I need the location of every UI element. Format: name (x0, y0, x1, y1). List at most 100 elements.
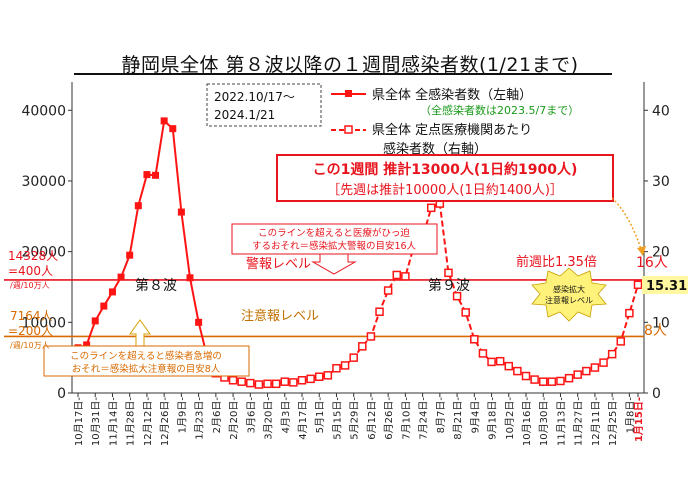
right-tick-label: 30 (652, 174, 670, 190)
series-sentinel-point (538, 377, 548, 386)
right-tick-label: 40 (652, 103, 670, 119)
right-tick-label: 0 (652, 386, 661, 402)
x-tick-label: 4月3日- (280, 397, 292, 434)
x-tick-label: 6月12日- (366, 397, 378, 440)
x-tick-label: 5月29日- (349, 397, 361, 440)
series-sentinel-point (444, 268, 453, 278)
series-sentinel-point (582, 366, 591, 376)
legend-s1-marker (345, 90, 352, 97)
series-sentinel-point (478, 349, 488, 358)
summary-box (276, 154, 614, 202)
series-total-point (152, 171, 160, 179)
series-sentinel-point (314, 372, 324, 381)
alert-level-label: 警報レベル (246, 256, 311, 272)
left-tick-label: 30000 (21, 174, 66, 190)
left-alert-label-3: /週/10万人 (10, 281, 50, 290)
x-tick-label: 11月13日- (555, 397, 567, 446)
x-tick-label: 9月4日- (469, 397, 481, 434)
series-sentinel-point (504, 361, 514, 371)
title-underline (74, 73, 612, 75)
series-sentinel-point (487, 357, 496, 367)
series-sentinel-point (375, 307, 384, 316)
series-sentinel-point (237, 377, 246, 386)
series-sentinel-point (323, 371, 333, 380)
caution-desc-line2: おそれ＝感染拡大注意報の目安8人 (72, 363, 221, 375)
series-total-point (177, 208, 185, 216)
legend-s1-label: 県全体 全感染者数（左軸） (372, 87, 532, 103)
x-tick-label: 1月15日- (633, 397, 645, 442)
left-tick-label: 40000 (21, 103, 66, 119)
series-sentinel-point (254, 380, 264, 389)
x-tick-label: 8月7日- (435, 397, 447, 434)
current-value-box (642, 276, 688, 294)
left-caution-label-2: =200人 (8, 324, 53, 338)
series-total-point (186, 274, 194, 282)
series-total-point (91, 317, 99, 325)
series-sentinel-point (340, 361, 350, 370)
series-sentinel-point (263, 379, 272, 389)
right-tick-label: 20 (652, 245, 670, 261)
series-sentinel-point (392, 270, 402, 280)
series-sentinel-point (401, 272, 410, 281)
x-tick-label: 3月6日- (245, 397, 257, 434)
series-total-point (83, 341, 91, 349)
x-tick-label: 1月8日- (624, 397, 636, 434)
series-sentinel-point (452, 291, 462, 301)
caution-arrow (129, 319, 151, 347)
right-tick-label: 10 (652, 315, 670, 331)
series-total-line (77, 118, 217, 374)
legend: 県全体 全感染者数（左軸） （全感染者数は2023.5/7まで） 県全体 定点医… (331, 87, 579, 157)
series-sentinel-point (521, 371, 531, 381)
series-total-point (108, 288, 116, 296)
series-sentinel-point (625, 308, 634, 318)
current-pointer-head (637, 246, 646, 256)
x-tick-label: 12月11日- (590, 397, 602, 446)
legend-s2-label-line2: 感染者数（右軸） (383, 141, 487, 157)
left-caution-label-3: /週/10万人 (10, 341, 50, 350)
x-tick-labels-layer: 10月17日- 10月31日- 11月14日- 11月28日- 12月12日- 12月26… (73, 393, 645, 446)
starburst (531, 267, 607, 322)
x-tick-label: 12月26日- (159, 397, 171, 446)
alert-right-label: 16人 (636, 255, 668, 271)
series-sentinel-point (590, 363, 600, 372)
ratio-label: 前週比1.35倍 (516, 254, 597, 270)
caution-level-label: 注意報レベル (241, 308, 319, 324)
x-tick-label: 7月24日- (418, 397, 430, 440)
series-sentinel-point (297, 376, 307, 385)
series-sentinel-point (332, 364, 341, 373)
series-total-point (195, 318, 203, 326)
period-box (206, 83, 322, 127)
x-tick-label: 7月10日- (400, 397, 412, 440)
x-tick-label: 8月21日- (452, 397, 464, 440)
left-alert-label-1: 14328人 (8, 249, 58, 263)
left-tick-label: 10000 (21, 315, 66, 331)
period-line2: 2024.1/21 (214, 108, 275, 122)
series-sentinel-point (470, 335, 479, 344)
x-tick-label: 5月1日- (314, 397, 326, 434)
legend-s1-note: （全感染者数は2023.5/7まで） (420, 103, 579, 117)
series-sentinel-point (246, 378, 255, 388)
x-tick-label: 12月12日- (142, 397, 154, 446)
x-tick-label: 2月6日- (211, 397, 223, 434)
caution-right-label: 8人 (644, 323, 667, 339)
series-sentinel-point (633, 280, 643, 290)
x-tick-label: 11月28日- (125, 397, 137, 446)
series-sentinel-point (599, 358, 608, 367)
series-total-point (143, 171, 151, 179)
legend-s2-marker (344, 125, 353, 134)
series-sentinel-point (547, 377, 557, 386)
series-sentinel-point (228, 376, 238, 385)
left-tick-label: 0 (57, 386, 66, 402)
x-tick-label: 6月26日- (383, 397, 395, 440)
series-sentinel-point (461, 308, 470, 317)
series-sentinel-point (616, 337, 626, 346)
x-tick-label: 1月23日- (194, 397, 206, 440)
series-sentinel-point (495, 356, 505, 366)
series-sentinel-point (280, 377, 290, 386)
x-tick-label: 12月25日- (607, 397, 619, 446)
series-sentinel-point (366, 332, 376, 341)
series-sentinel-point (513, 366, 522, 376)
x-tick-label: 10月30日- (538, 397, 550, 446)
x-tick-label: 10月2日- (504, 397, 516, 440)
